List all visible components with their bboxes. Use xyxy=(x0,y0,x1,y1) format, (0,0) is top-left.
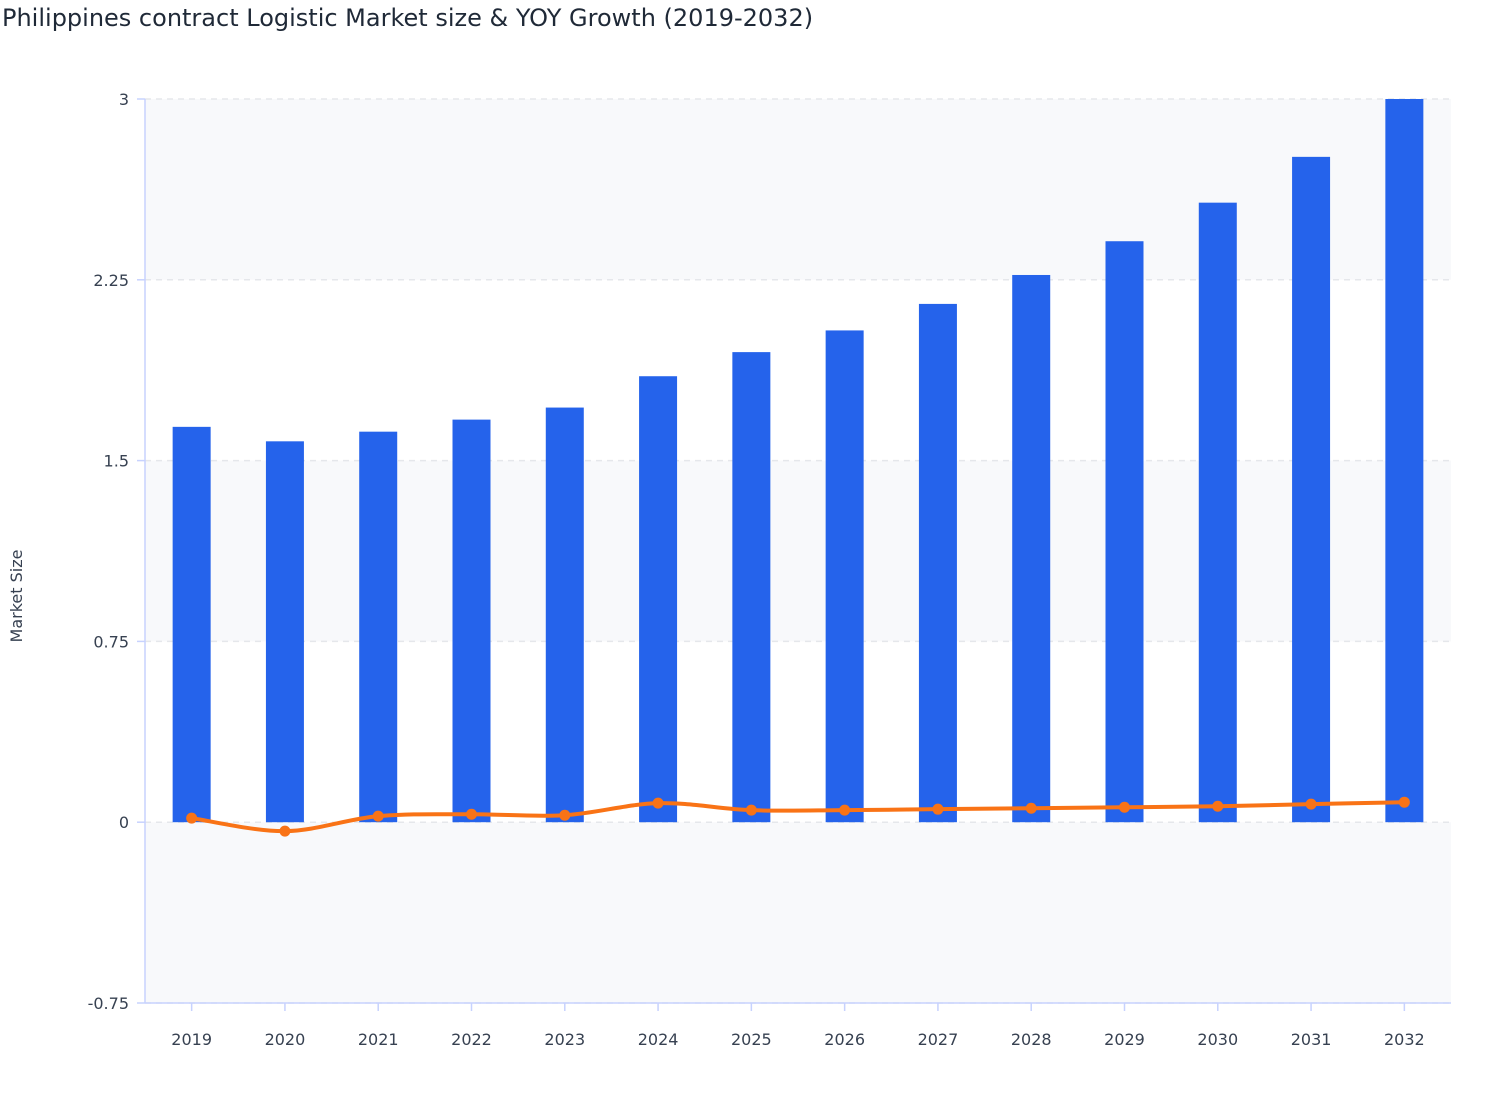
growth-point-2021 xyxy=(372,810,384,822)
x-tick-label: 2026 xyxy=(824,1030,865,1049)
growth-point-2029 xyxy=(1119,801,1130,813)
x-tick-label: 2030 xyxy=(1197,1030,1238,1049)
growth-line xyxy=(191,800,1405,834)
x-tick-label: 2028 xyxy=(1011,1030,1052,1049)
y-tick-label: 0.75 xyxy=(93,632,129,651)
bar-2021 xyxy=(359,431,398,823)
y-tick-label: 0 xyxy=(119,813,129,832)
grid-band xyxy=(145,460,1451,642)
bar-2022 xyxy=(452,419,491,823)
bar-2020 xyxy=(265,441,304,823)
bar-2025 xyxy=(732,352,771,823)
growth-point-2023 xyxy=(559,809,571,821)
bar-2024 xyxy=(639,376,678,823)
bar-2028 xyxy=(1012,274,1051,823)
y-tick-label: -0.75 xyxy=(88,994,129,1013)
growth-point-2019 xyxy=(186,812,198,824)
x-tick-label: 2024 xyxy=(638,1030,679,1049)
x-tick-label: 2029 xyxy=(1104,1030,1145,1049)
x-tick-label: 2025 xyxy=(731,1030,772,1049)
grid-band xyxy=(145,99,1451,280)
bar-2019 xyxy=(172,426,211,823)
bar-2030 xyxy=(1198,202,1237,823)
x-tick-label: 2022 xyxy=(451,1030,492,1049)
x-tick-label: 2023 xyxy=(544,1030,585,1049)
y-tick-label: 3 xyxy=(119,90,129,109)
growth-point-2031 xyxy=(1305,798,1317,810)
growth-point-2032 xyxy=(1398,796,1410,808)
bar-2031 xyxy=(1292,156,1331,823)
x-tick-label: 2020 xyxy=(265,1030,306,1049)
growth-point-2026 xyxy=(839,804,851,816)
x-tick-label: 2027 xyxy=(918,1030,959,1049)
y-tick-label: 1.5 xyxy=(104,452,129,471)
y-tick-label: 2.25 xyxy=(93,271,129,290)
y-axis-label: Market Size xyxy=(7,550,26,643)
growth-point-2022 xyxy=(466,808,477,820)
bar-2026 xyxy=(825,330,864,823)
x-tick-label: 2019 xyxy=(171,1030,212,1049)
x-tick-label: 2031 xyxy=(1291,1030,1332,1049)
x-tick-label: 2021 xyxy=(358,1030,399,1049)
growth-point-2028 xyxy=(1025,802,1037,814)
x-tick-label: 2032 xyxy=(1384,1030,1425,1049)
growth-point-2030 xyxy=(1212,800,1224,812)
bar-2023 xyxy=(545,407,584,823)
grid-band xyxy=(145,822,1451,1003)
bar-2032 xyxy=(1385,99,1424,823)
bar-2027 xyxy=(918,303,957,823)
growth-point-2027 xyxy=(932,803,944,815)
chart-title: Philippines contract Logistic Market siz… xyxy=(2,4,814,32)
growth-point-2025 xyxy=(745,804,757,816)
growth-point-2020 xyxy=(279,825,291,837)
growth-point-2024 xyxy=(652,797,664,809)
bar-2029 xyxy=(1105,241,1144,823)
